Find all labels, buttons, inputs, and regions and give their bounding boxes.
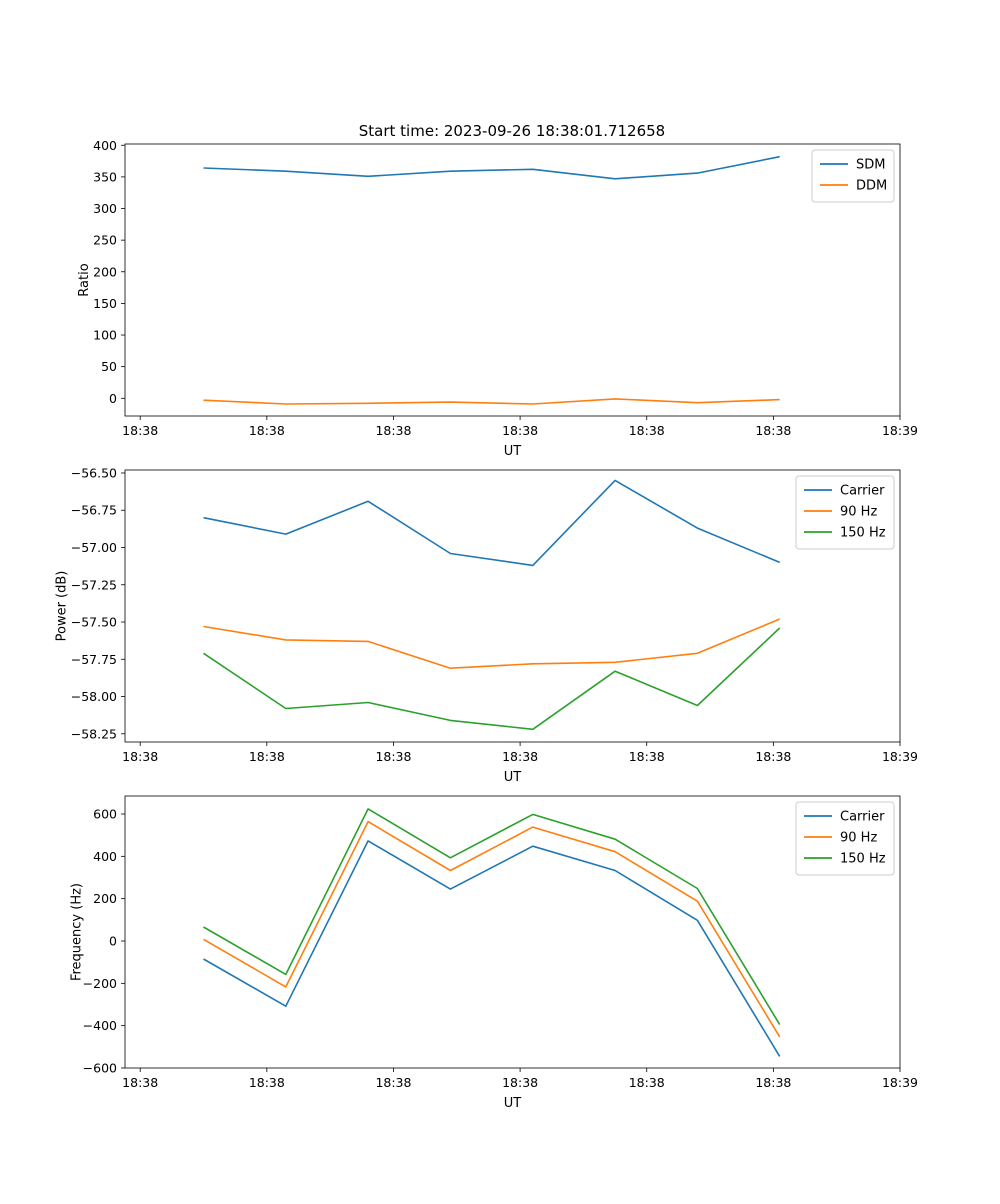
power-y-tick-label: −57.25 <box>71 577 117 592</box>
frequency-x-tick-label: 18:38 <box>375 1075 411 1090</box>
ratio-y-tick-label: 350 <box>93 169 117 184</box>
power-y-tick-label: −57.50 <box>71 615 117 630</box>
frequency-legend <box>795 801 895 876</box>
power-x-tick-label: 18:38 <box>249 749 285 764</box>
power-y-tick-label: −58.25 <box>71 726 117 741</box>
frequency-y-axis-label: Frequency (Hz) <box>70 883 85 981</box>
ratio-x-tick-label: 18:38 <box>629 423 665 438</box>
power-y-tick-label: −56.50 <box>71 465 117 480</box>
power-y-tick-label: −58.00 <box>71 689 117 704</box>
ratio-x-tick-label: 18:38 <box>375 423 411 438</box>
power-y-axis-label: Power (dB) <box>54 571 69 642</box>
ratio-y-tick-label: 150 <box>93 296 117 311</box>
frequency-x-tick-label: 18:38 <box>122 1075 158 1090</box>
frequency-y-tick-label: 0 <box>109 933 117 948</box>
ratio-x-axis-label: UT <box>504 444 522 459</box>
power-x-axis-label: UT <box>504 770 522 785</box>
frequency-x-tick-label: 18:38 <box>629 1075 665 1090</box>
power-x-tick-label: 18:38 <box>502 749 538 764</box>
power-y-tick-label: −56.75 <box>71 503 117 518</box>
ratio-x-tick-label: 18:38 <box>249 423 285 438</box>
power-axes-frame <box>124 469 901 743</box>
frequency-y-tick-label: −600 <box>83 1061 117 1076</box>
ratio-series-ddm-line <box>203 398 780 405</box>
frequency-x-tick-label: 18:38 <box>502 1075 538 1090</box>
frequency-x-tick-label: 18:38 <box>755 1075 791 1090</box>
ratio-y-tick-label: 50 <box>101 359 117 374</box>
frequency-y-tick-label: 400 <box>93 849 117 864</box>
power-y-tick-label: −57.00 <box>71 540 117 555</box>
ratio-x-tick-label: 18:38 <box>502 423 538 438</box>
ratio-y-tick-label: 250 <box>93 233 117 248</box>
ratio-y-tick-label: 300 <box>93 201 117 216</box>
frequency-x-axis-label: UT <box>504 1096 522 1111</box>
power-x-tick-label: 18:39 <box>882 749 918 764</box>
frequency-axes-frame <box>124 795 901 1069</box>
ratio-y-tick-label: 400 <box>93 138 117 153</box>
frequency-legend-label: 90 Hz <box>840 831 877 846</box>
frequency-x-tick-label: 18:38 <box>249 1075 285 1090</box>
ratio-y-tick-label: 0 <box>109 391 117 406</box>
ratio-y-axis-label: Ratio <box>77 263 92 296</box>
ratio-axes-frame <box>124 143 901 417</box>
ratio-legend <box>811 149 895 203</box>
power-legend <box>795 475 895 550</box>
ratio-y-tick-label: 100 <box>93 328 117 343</box>
power-x-tick-label: 18:38 <box>755 749 791 764</box>
power-y-tick-label: −57.75 <box>71 652 117 667</box>
frequency-y-tick-label: −200 <box>83 976 117 991</box>
power-x-tick-label: 18:38 <box>375 749 411 764</box>
frequency-series-carrier-line <box>203 840 781 1057</box>
power-series-carrier-line <box>203 479 781 567</box>
power-legend-label: Carrier <box>840 484 885 499</box>
ratio-legend-label: DDM <box>856 179 887 194</box>
ratio-y-tick-label: 200 <box>93 264 117 279</box>
ratio-series-sdm-line <box>203 155 780 180</box>
power-series-150-hz-line <box>203 627 781 731</box>
power-series-90-hz-line <box>203 618 781 670</box>
frequency-legend-label: 150 Hz <box>840 852 886 867</box>
power-legend-label: 150 Hz <box>840 526 886 541</box>
power-panel: 18:38 18:38 18:38 18:38 18:38 18:38 18:39 −58.2… <box>54 465 918 785</box>
frequency-legend-label: Carrier <box>840 810 885 825</box>
chart-title: Start time: 2023-09-26 18:38:01.712658 <box>359 122 665 140</box>
frequency-panel: 18:38 18:38 18:38 18:38 18:38 18:38 18:39 −600 −… <box>70 795 918 1111</box>
frequency-x-tick-label: 18:39 <box>882 1075 918 1090</box>
ratio-legend-label: SDM <box>856 158 885 173</box>
power-x-tick-label: 18:38 <box>122 749 158 764</box>
frequency-y-tick-label: 200 <box>93 891 117 906</box>
ratio-panel: 18:38 18:38 18:38 18:38 18:38 18:38 18:39 0 50 10… <box>77 138 918 459</box>
ratio-x-tick-label: 18:38 <box>122 423 158 438</box>
ratio-x-tick-label: 18:38 <box>755 423 791 438</box>
frequency-series-90-hz-line <box>203 820 781 1038</box>
frequency-series-150-hz-line <box>203 808 781 1026</box>
power-legend-label: 90 Hz <box>840 505 877 520</box>
frequency-y-tick-label: −400 <box>83 1018 117 1033</box>
ratio-x-tick-label: 18:39 <box>882 423 918 438</box>
frequency-y-tick-label: 600 <box>93 806 117 821</box>
power-x-tick-label: 18:38 <box>629 749 665 764</box>
